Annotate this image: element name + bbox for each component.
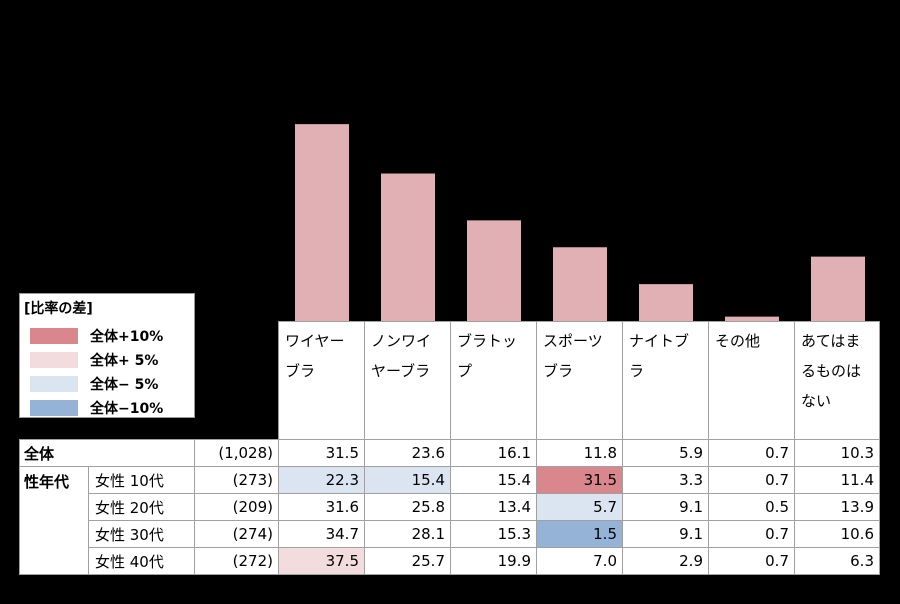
value-cell: 37.5 [278,547,365,575]
value-cell: 2.9 [622,547,709,575]
bar-3 [553,247,607,321]
legend-label: 全体− 5% [90,377,159,393]
col-header: スポーツ ブラ [536,321,623,440]
value-cell: 13.9 [794,493,880,521]
row-label: 女性 20代 [88,493,195,521]
value-cell: 0.7 [708,547,795,575]
legend-item-plus10: 全体+10% [30,326,163,346]
value-cell: 16.1 [450,439,537,467]
bar-5 [725,316,779,321]
value-cell: 3.3 [622,466,709,494]
group-label: 性年代 [19,466,89,575]
value-cell: 0.5 [708,493,795,521]
value-cell: 19.9 [450,547,537,575]
value-cell: 5.7 [536,493,623,521]
value-cell: 1.5 [536,520,623,548]
value-cell: 10.3 [794,439,880,467]
row-label: 女性 30代 [88,520,195,548]
data-table: ワイヤー ブラ ノンワイ ヤーブラ ブラトップ スポーツ ブラ ナイトブラ その他 あ… [19,321,880,575]
value-cell: 0.7 [708,439,795,467]
value-cell: 31.6 [278,493,365,521]
value-cell: 11.4 [794,466,880,494]
total-row: 全体 (1,028) 31.5 23.6 16.1 11.8 5.9 0.7 1… [19,439,880,467]
value-cell: 31.5 [278,439,365,467]
value-cell: 25.8 [364,493,451,521]
value-cell: 0.7 [708,520,795,548]
value-cell: 11.8 [536,439,623,467]
bar-0 [295,124,349,321]
sample-size: (274) [194,520,279,548]
bar-2 [467,220,521,321]
legend-title: [比率の差] [24,301,93,317]
legend-swatch [30,352,78,368]
value-cell: 34.7 [278,520,365,548]
legend-swatch [30,328,78,344]
col-header: ノンワイ ヤーブラ [364,321,451,440]
col-header: ブラトップ [450,321,537,440]
bar-1 [381,173,435,321]
legend: [比率の差] 全体+10% 全体+ 5% 全体− 5% 全体−10% [19,293,195,418]
table-row: 女性 40代 (272) 37.5 25.7 19.9 7.0 2.9 0.7 … [20,547,880,575]
sample-size: (1,028) [194,439,279,467]
sample-size: (209) [194,493,279,521]
value-cell: 6.3 [794,547,880,575]
value-cell: 13.4 [450,493,537,521]
value-cell: 22.3 [278,466,365,494]
bar-6 [811,256,865,321]
legend-item-plus5: 全体+ 5% [30,350,158,370]
col-header: あてはま るものは ない [794,321,880,440]
value-cell: 28.1 [364,520,451,548]
bar-chart [295,124,865,321]
value-cell: 5.9 [622,439,709,467]
legend-label: 全体+ 5% [90,353,159,369]
table-row: 性年代 女性 10代 (273) 22.3 15.4 15.4 31.5 3.3… [19,466,880,575]
value-cell: 23.6 [364,439,451,467]
value-cell: 9.1 [622,520,709,548]
row-label: 全体 [19,439,195,467]
legend-label: 全体+10% [90,329,164,345]
value-cell: 31.5 [536,466,623,494]
value-cell: 15.4 [364,466,451,494]
row-label: 女性 40代 [88,547,195,575]
sample-size: (272) [194,547,279,575]
row-label: 女性 10代 [88,466,195,494]
value-cell: 15.4 [450,466,537,494]
value-cell: 15.3 [450,520,537,548]
legend-item-minus10: 全体−10% [30,398,163,418]
sample-size: (273) [194,466,279,494]
table-row: 女性 30代 (274) 34.7 28.1 15.3 1.5 9.1 0.7 … [20,520,880,548]
bar-4 [639,284,693,321]
value-cell: 10.6 [794,520,880,548]
value-cell: 0.7 [708,466,795,494]
header-row: ワイヤー ブラ ノンワイ ヤーブラ ブラトップ スポーツ ブラ ナイトブラ その他 あ… [20,321,880,440]
col-header: ナイトブラ [622,321,709,440]
value-cell: 9.1 [622,493,709,521]
legend-swatch [30,376,78,392]
legend-label: 全体−10% [90,401,164,417]
legend-item-minus5: 全体− 5% [30,374,158,394]
blank-cell [20,322,279,440]
table-row: 女性 20代 (209) 31.6 25.8 13.4 5.7 9.1 0.5 … [20,493,880,521]
legend-swatch [30,400,78,416]
value-cell: 7.0 [536,547,623,575]
col-header: ワイヤー ブラ [278,321,365,440]
col-header: その他 [708,321,795,440]
value-cell: 25.7 [364,547,451,575]
